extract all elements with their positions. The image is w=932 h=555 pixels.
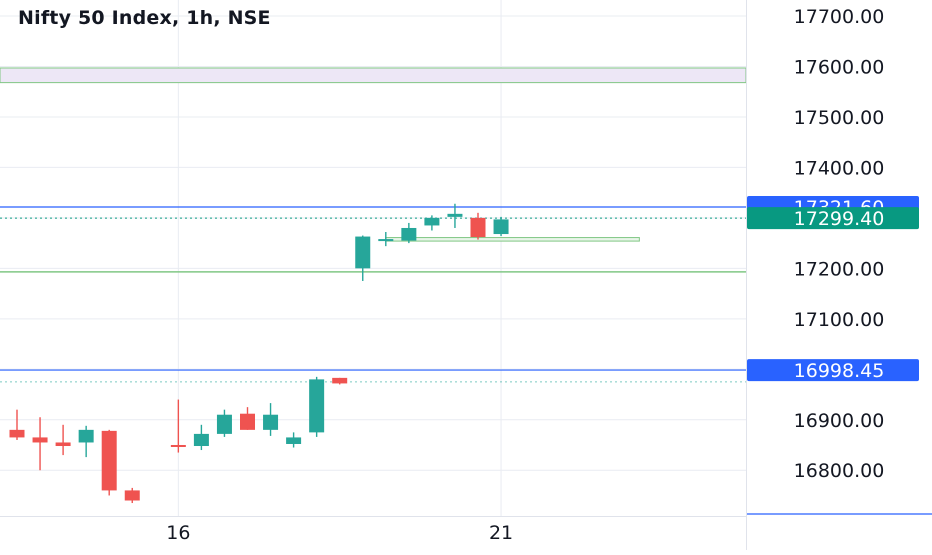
candle xyxy=(332,377,348,385)
price-label-bg xyxy=(747,207,919,230)
candle-body xyxy=(170,444,186,447)
price-label-badge: 16998.45 xyxy=(747,359,919,382)
candle xyxy=(355,235,371,281)
candle-body xyxy=(32,437,48,443)
candle-body xyxy=(424,217,440,226)
candle-body xyxy=(309,379,325,433)
candle xyxy=(401,222,417,244)
candle-body xyxy=(470,217,486,238)
candle-body xyxy=(9,429,25,438)
candle xyxy=(286,432,302,448)
candle-body xyxy=(332,377,348,384)
candle-body xyxy=(124,490,140,501)
y-tick-label: 17400.00 xyxy=(794,157,885,179)
candle xyxy=(32,417,48,471)
chart-title: Nifty 50 Index, 1h, NSE xyxy=(18,7,271,29)
price-label-text: 17299.40 xyxy=(794,208,885,230)
x-tick-label: 16 xyxy=(166,522,190,544)
candle-body xyxy=(263,414,279,430)
candle xyxy=(170,399,186,453)
price-label-text: 16998.45 xyxy=(794,360,885,382)
candle xyxy=(55,424,71,456)
candle xyxy=(78,425,94,458)
candle-body xyxy=(355,236,371,269)
candle-body xyxy=(286,437,302,444)
candle xyxy=(101,429,117,496)
candle xyxy=(263,403,279,436)
y-tick-label: 17600.00 xyxy=(794,56,885,78)
candle-body xyxy=(493,219,509,235)
y-tick-label: 17700.00 xyxy=(794,6,885,28)
candle xyxy=(193,424,209,451)
candle-body xyxy=(78,429,94,443)
candle-body xyxy=(240,413,255,430)
x-tick-label: 21 xyxy=(489,522,513,544)
candle xyxy=(9,409,25,440)
y-tick-label: 16900.00 xyxy=(794,410,885,432)
candle-body xyxy=(101,430,117,491)
resistance-zone xyxy=(0,67,747,84)
candle xyxy=(124,487,140,504)
price-label-bg xyxy=(747,359,919,382)
candle xyxy=(470,212,486,240)
candle-body xyxy=(216,414,232,434)
candle-body xyxy=(447,213,463,217)
y-tick-label: 16800.00 xyxy=(794,460,885,482)
candle xyxy=(424,215,440,231)
candle-body xyxy=(55,442,71,447)
support-zone xyxy=(385,237,640,242)
y-tick-label: 17500.00 xyxy=(794,107,885,129)
candle xyxy=(447,203,463,228)
price-label-badge: 17299.40 xyxy=(747,207,919,230)
y-tick-label: 17100.00 xyxy=(794,309,885,331)
candle-body xyxy=(193,433,209,447)
candle-body xyxy=(378,239,394,242)
candle-body xyxy=(401,227,417,241)
candle xyxy=(240,407,255,430)
candle xyxy=(216,409,232,437)
y-tick-label: 17200.00 xyxy=(794,258,885,280)
candle xyxy=(493,216,509,237)
candle xyxy=(309,376,325,437)
candle xyxy=(378,232,394,247)
